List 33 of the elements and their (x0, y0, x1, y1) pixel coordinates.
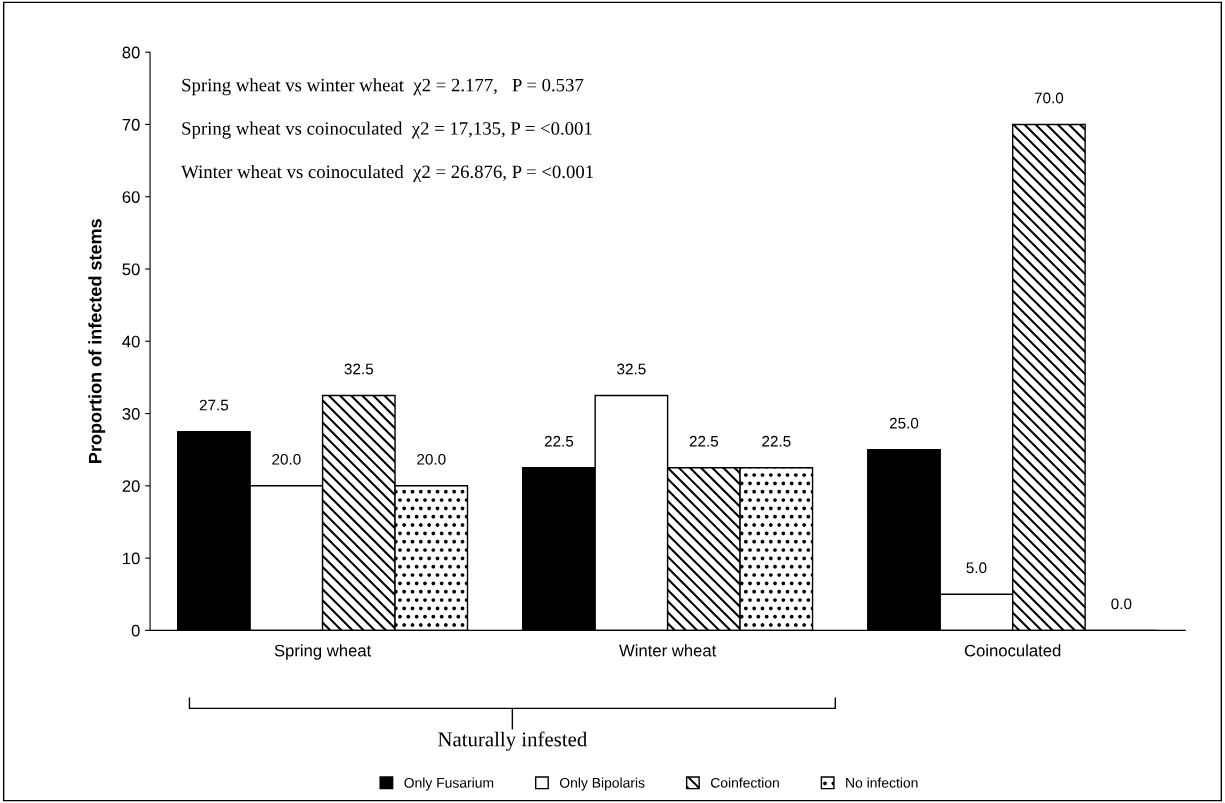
data-label: 5.0 (966, 562, 987, 574)
data-label: 0.0 (1111, 598, 1132, 610)
data-label: 32.5 (344, 363, 374, 375)
x-tick-label: Spring wheat (274, 644, 372, 660)
y-axis-title: Proportion of infected stems (88, 219, 106, 463)
data-label: 22.5 (544, 435, 574, 447)
annotation: Spring wheat vs coinoculated χ2 = 17,135, P = <0.001 (182, 121, 592, 139)
x-tick-label: Coinoculated (964, 644, 1061, 657)
legend-label: No infection (846, 777, 918, 788)
annotation: Winter wheat vs coinoculated χ2 = 26.876, P = <0.001 (181, 164, 593, 182)
x-tick-label: Winter wheat (619, 644, 717, 657)
data-label: 22.5 (689, 435, 719, 447)
legend-label: Only Bipolaris (559, 777, 645, 791)
annotation: Spring wheat vs winter wheat χ2 = 2.177, P = 0.537 (182, 78, 584, 96)
y-tick-label: 40 (122, 335, 140, 348)
data-label: 32.5 (617, 363, 646, 375)
legend-label: Coinfection (710, 777, 779, 788)
legend-label: Only Fusarium (404, 777, 494, 791)
y-tick-label: 30 (122, 407, 140, 420)
data-label: 27.5 (199, 399, 229, 411)
data-label: 20.0 (417, 453, 446, 465)
data-label: 22.5 (762, 435, 791, 447)
y-tick-label: 70 (122, 118, 140, 131)
data-label: 25.0 (889, 417, 919, 429)
y-tick-label: 50 (122, 263, 140, 276)
y-tick-label: 20 (122, 480, 140, 493)
text: Naturally infested (438, 731, 588, 751)
y-tick-label: 0 (131, 624, 140, 637)
data-label: 70.0 (1034, 92, 1064, 104)
y-tick-label: 60 (122, 191, 140, 203)
y-tick-label: 80 (122, 46, 140, 59)
data-label: 20.0 (272, 453, 301, 465)
y-tick-label: 10 (123, 552, 140, 565)
